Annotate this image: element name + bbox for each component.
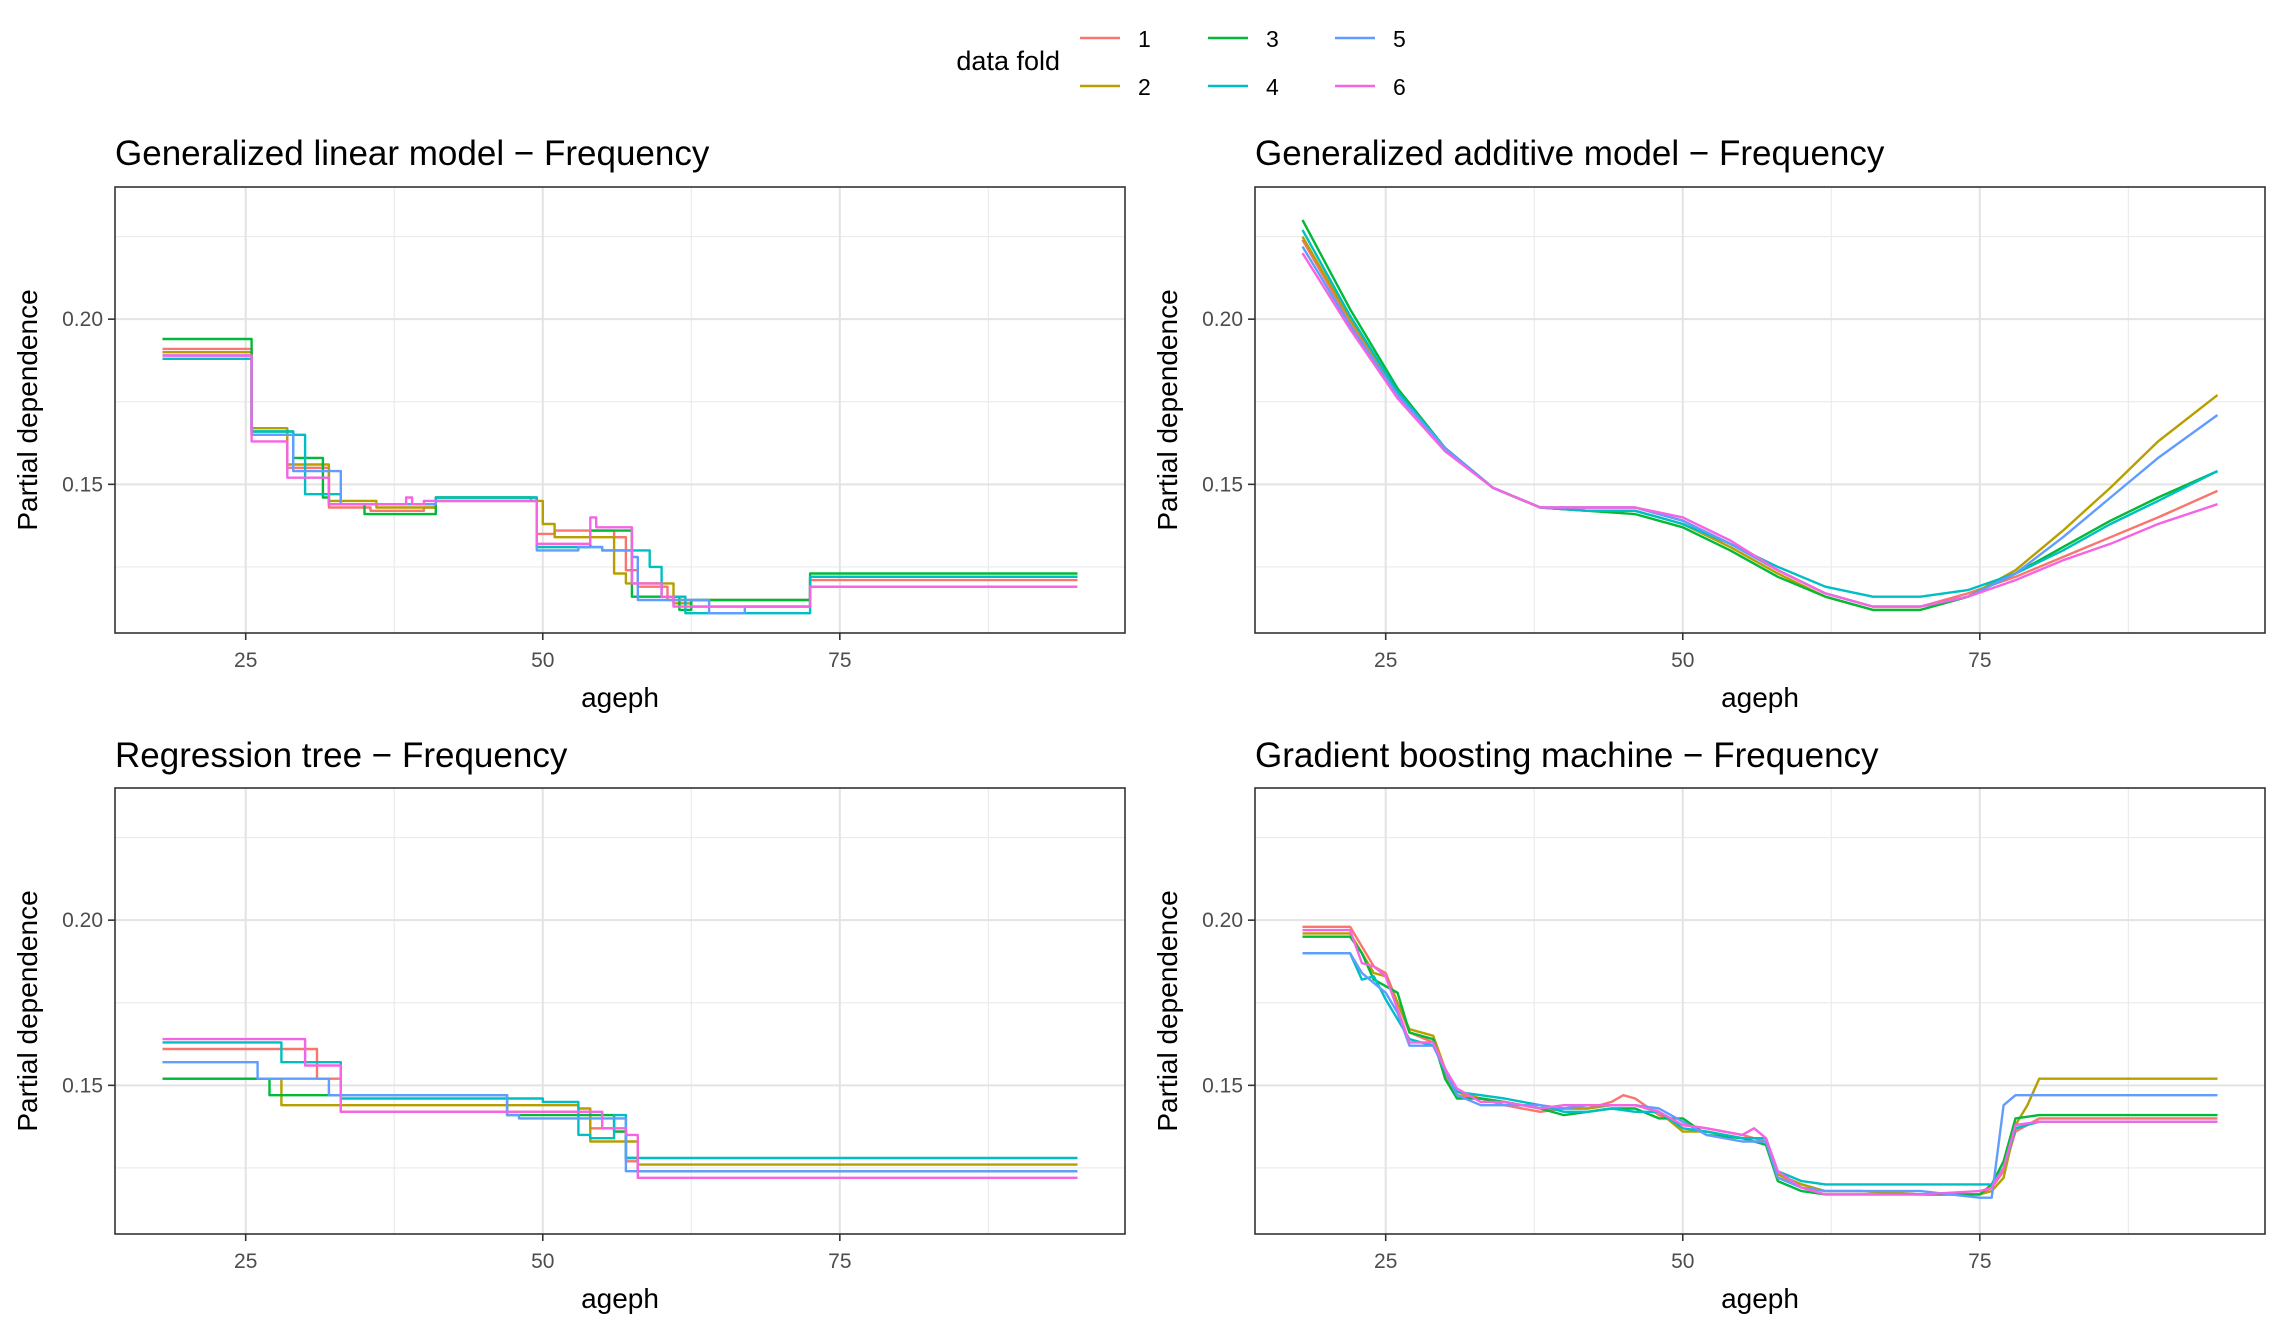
panel-border: [1254, 787, 2266, 1235]
x-axis-label: ageph: [581, 1283, 659, 1314]
panel-2: Generalized additive model − Frequency 25…: [1152, 134, 2266, 713]
plot-background: [1255, 788, 2265, 1234]
series-line-fold-5: [1301, 245, 2219, 608]
x-tick-label: 25: [1374, 649, 1397, 672]
y-tick-label: 0.15: [62, 1074, 103, 1097]
x-axis-label: ageph: [581, 682, 659, 713]
x-axis-label: ageph: [1721, 682, 1799, 713]
panel-title: Generalized additive model − Frequency: [1255, 134, 1885, 173]
legend-label-6: 6: [1393, 74, 1406, 100]
grid: [1255, 788, 2265, 1234]
series-line-fold-6: [1301, 252, 2218, 608]
panel-border: [114, 787, 1126, 1235]
y-tick-label: 0.20: [1202, 909, 1243, 932]
x-tick-label: 25: [234, 1250, 257, 1273]
x-tick-label: 75: [828, 1250, 851, 1273]
x-tick-label: 25: [1374, 1250, 1397, 1273]
x-tick-label: 75: [1968, 1250, 1991, 1273]
legend-label-3: 3: [1266, 26, 1279, 52]
y-axis-label: Partial dependence: [1152, 890, 1183, 1131]
plot-background: [115, 187, 1125, 633]
legend-item-1: 1: [1080, 26, 1151, 52]
series-line-fold-6: [1302, 928, 2218, 1196]
x-tick-label: 50: [531, 1250, 554, 1273]
panel-border: [1254, 186, 2266, 634]
series-group: [162, 337, 1078, 615]
x-tick-label: 75: [828, 649, 851, 672]
panel-4: Gradient boosting machine − Frequency 25 5…: [1152, 736, 2266, 1314]
series-line-fold-6: [162, 354, 1078, 608]
y-tick-label: 0.20: [62, 308, 103, 331]
legend-item-4: 4: [1208, 74, 1279, 100]
series-group: [1301, 219, 2219, 612]
panel-border: [114, 186, 1126, 634]
legend-item-2: 2: [1080, 74, 1151, 100]
legend-item-6: 6: [1335, 74, 1406, 100]
series-line-fold-5: [162, 354, 1078, 615]
legend-item-5: 5: [1335, 26, 1406, 52]
legend-label-1: 1: [1138, 26, 1151, 52]
y-tick-label: 0.15: [62, 473, 103, 496]
panel-title: Generalized linear model − Frequency: [115, 134, 710, 173]
y-axis-label: Partial dependence: [12, 890, 43, 1131]
series-line-fold-6: [162, 1037, 1078, 1179]
legend-items: 1 2 3 4 5 6: [1080, 26, 1406, 100]
x-tick-label: 50: [1671, 649, 1694, 672]
y-tick-label: 0.15: [1202, 473, 1243, 496]
grid: [1255, 187, 2265, 633]
legend-title: data fold: [956, 46, 1060, 76]
series-line-fold-2: [1302, 932, 2218, 1196]
panel-1: Generalized linear model − Frequency 25 50…: [12, 134, 1126, 713]
legend-label-5: 5: [1393, 26, 1406, 52]
y-axis-label: Partial dependence: [1152, 289, 1183, 530]
x-tick-label: 25: [234, 649, 257, 672]
panel-3: Regression tree − Frequency 25 50 75 0.15 0.2…: [12, 736, 1126, 1314]
series-group: [1302, 925, 2218, 1199]
x-tick-label: 75: [1968, 649, 1991, 672]
panels: Generalized linear model − Frequency 25 50…: [12, 134, 2266, 1314]
legend-label-2: 2: [1138, 74, 1151, 100]
legend-item-3: 3: [1208, 26, 1279, 52]
y-tick-label: 0.15: [1202, 1074, 1243, 1097]
series-line-fold-3: [1302, 935, 2218, 1196]
series-group: [162, 1037, 1078, 1179]
legend-label-4: 4: [1266, 74, 1279, 100]
legend: data fold 1 2 3 4 5 6: [956, 26, 1405, 100]
y-tick-label: 0.20: [62, 909, 103, 932]
plot-background: [115, 788, 1125, 1234]
panel-title: Gradient boosting machine − Frequency: [1255, 736, 1879, 775]
x-axis-label: ageph: [1721, 1283, 1799, 1314]
grid: [115, 788, 1125, 1234]
x-tick-label: 50: [1671, 1250, 1694, 1273]
x-tick-label: 50: [531, 649, 554, 672]
grid: [115, 187, 1125, 633]
y-axis-label: Partial dependence: [12, 289, 43, 530]
panel-title: Regression tree − Frequency: [115, 736, 568, 775]
y-tick-label: 0.20: [1202, 308, 1243, 331]
